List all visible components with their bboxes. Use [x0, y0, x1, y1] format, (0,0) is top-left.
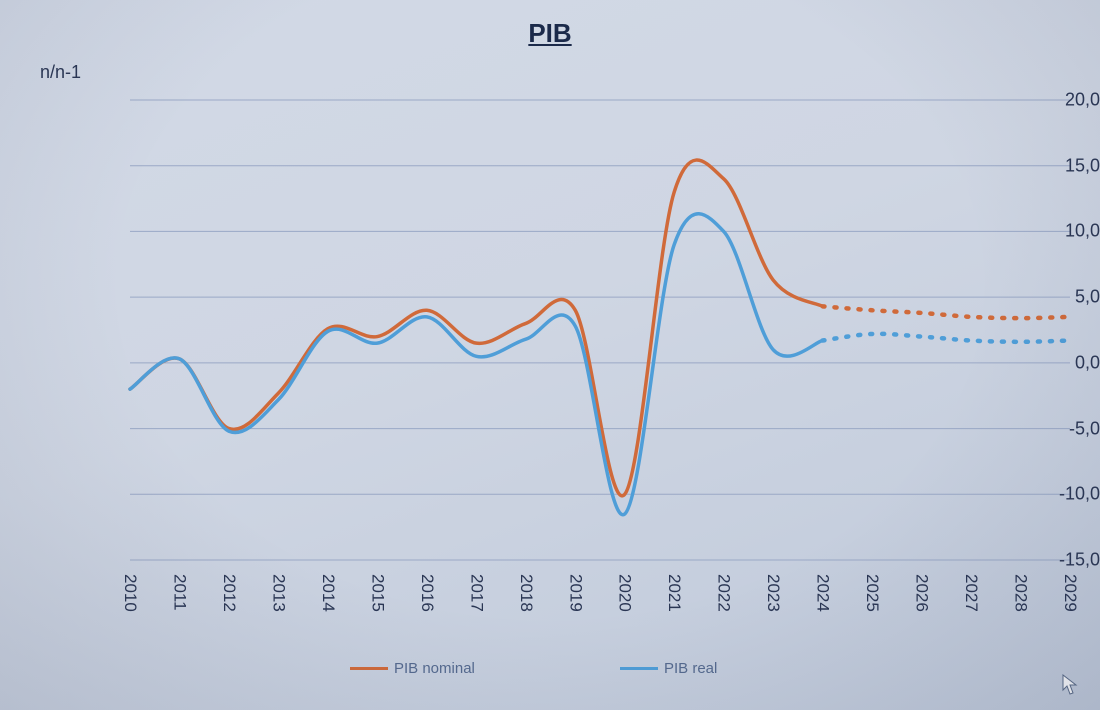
x-tick-label: 2023 — [763, 574, 783, 612]
series-pib_nominal-solid — [130, 160, 823, 496]
y-tick-label: -5,0 — [982, 418, 1100, 439]
x-tick-label: 2028 — [1011, 574, 1031, 612]
series-pib_nominal-dashed — [823, 306, 1070, 318]
series-pib_real-dashed — [823, 334, 1070, 342]
y-tick-label: 15,0 — [982, 155, 1100, 176]
legend-entry-pib_nominal: PIB nominal — [350, 660, 475, 677]
legend-label: PIB real — [664, 660, 717, 677]
x-tick-label: 2021 — [664, 574, 684, 612]
x-tick-label: 2010 — [120, 574, 140, 612]
y-tick-label: 20,0 — [982, 90, 1100, 111]
legend-swatch — [350, 667, 388, 670]
x-tick-label: 2020 — [615, 574, 635, 612]
x-tick-label: 2012 — [219, 574, 239, 612]
x-tick-label: 2026 — [912, 574, 932, 612]
chart-frame: PIB n/n-1 20,015,010,05,00,0-5,0-10,0-15… — [0, 0, 1100, 710]
legend-entry-pib_real: PIB real — [620, 660, 717, 677]
x-tick-label: 2027 — [961, 574, 981, 612]
x-tick-label: 2013 — [268, 574, 288, 612]
y-tick-label: -15,0 — [982, 550, 1100, 571]
legend-swatch — [620, 667, 658, 670]
legend-label: PIB nominal — [394, 660, 475, 677]
x-tick-label: 2011 — [169, 574, 189, 611]
x-tick-label: 2025 — [862, 574, 882, 612]
y-tick-label: -10,0 — [982, 484, 1100, 505]
x-tick-label: 2019 — [565, 574, 585, 612]
x-tick-label: 2014 — [318, 574, 338, 612]
y-tick-label: 0,0 — [982, 352, 1100, 373]
x-tick-label: 2016 — [417, 574, 437, 612]
x-tick-label: 2022 — [714, 574, 734, 612]
x-tick-label: 2018 — [516, 574, 536, 612]
y-tick-label: 10,0 — [982, 221, 1100, 242]
x-tick-label: 2024 — [813, 574, 833, 612]
chart-plot — [0, 0, 1100, 710]
series-pib_real-solid — [130, 214, 823, 515]
x-tick-label: 2017 — [466, 574, 486, 612]
y-tick-label: 5,0 — [982, 287, 1100, 308]
x-tick-label: 2029 — [1060, 574, 1080, 612]
x-tick-label: 2015 — [367, 574, 387, 612]
